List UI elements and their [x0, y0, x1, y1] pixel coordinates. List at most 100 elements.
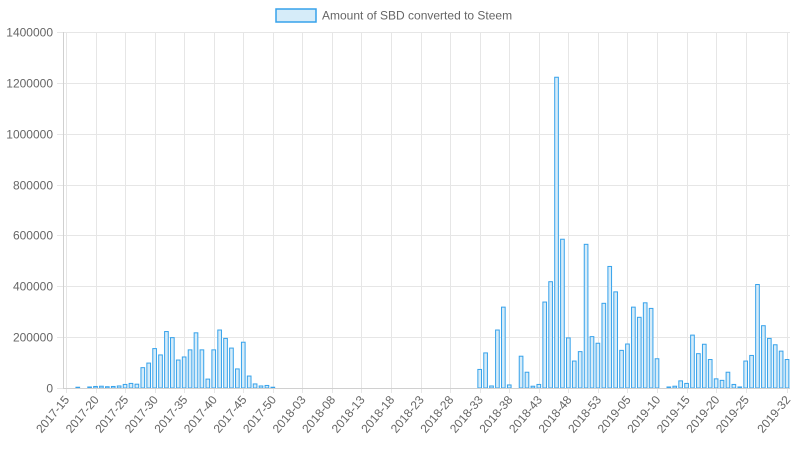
bar-2017-46[interactable] [246, 375, 252, 389]
bar-2018-37[interactable] [501, 306, 506, 389]
bar-2019-13[interactable] [672, 385, 678, 389]
bar-2017-40[interactable] [211, 349, 217, 389]
bar-2018-53[interactable] [595, 342, 601, 389]
bar-2017-27[interactable] [134, 383, 140, 389]
bar-2019-21[interactable] [719, 379, 725, 389]
bar-2019-14[interactable] [678, 380, 683, 389]
bar-2017-45[interactable] [240, 341, 246, 389]
grid-lines [57, 32, 790, 393]
bar-2019-07[interactable] [636, 316, 642, 389]
bar-2018-40[interactable] [518, 355, 524, 389]
bar-2017-32[interactable] [164, 331, 169, 389]
bar-2018-48[interactable] [566, 337, 571, 389]
bar-2017-36[interactable] [187, 349, 193, 389]
bar-2019-31[interactable] [778, 350, 784, 389]
bar-2017-33[interactable] [170, 337, 175, 389]
bar-2019-28[interactable] [761, 325, 766, 389]
y-tick-label: 1400000 [6, 26, 53, 40]
bar-2019-03[interactable] [613, 291, 618, 389]
bar-2017-41[interactable] [217, 329, 222, 389]
bar-2017-48[interactable] [258, 385, 264, 389]
bar-2019-24[interactable] [737, 386, 743, 389]
bar-2019-30[interactable] [772, 344, 778, 389]
bar-2018-47[interactable] [560, 238, 565, 389]
bar-2018-52[interactable] [589, 336, 595, 389]
bar-2019-17[interactable] [696, 353, 701, 389]
bar-2017-37[interactable] [193, 332, 199, 389]
bar-2019-06[interactable] [631, 306, 636, 389]
bar-2018-42[interactable] [530, 385, 536, 389]
bar-2018-33[interactable] [477, 368, 483, 389]
bar-2017-47[interactable] [252, 383, 258, 389]
legend-label: Amount of SBD converted to Steem [322, 9, 512, 23]
bar-2017-31[interactable] [158, 354, 163, 389]
bar-2018-44[interactable] [542, 301, 548, 389]
y-tick-label: 1200000 [6, 77, 53, 91]
bar-2019-12[interactable] [666, 386, 672, 389]
bar-2018-46[interactable] [554, 76, 559, 389]
bar-2017-19[interactable] [87, 386, 92, 389]
bar-2017-35[interactable] [181, 356, 187, 389]
bar-2018-43[interactable] [536, 383, 542, 389]
bar-2019-27[interactable] [755, 284, 760, 389]
bar-2019-05[interactable] [625, 343, 630, 389]
bar-2019-19[interactable] [707, 359, 713, 389]
bar-2018-36[interactable] [495, 329, 500, 389]
bar-2017-26[interactable] [128, 382, 134, 389]
bar-2019-10[interactable] [654, 358, 660, 389]
bar-2017-23[interactable] [110, 385, 116, 389]
bar-2017-20[interactable] [93, 385, 98, 389]
y-tick-label: 1000000 [6, 128, 53, 142]
legend-swatch [275, 8, 317, 23]
bar-2017-44[interactable] [235, 368, 240, 389]
bar-2017-29[interactable] [146, 362, 152, 389]
bar-2019-25[interactable] [743, 360, 749, 389]
bar-2018-51[interactable] [583, 243, 589, 389]
bar-2018-45[interactable] [548, 281, 553, 389]
y-tick-label: 400000 [13, 280, 53, 294]
bar-2019-29[interactable] [766, 337, 772, 389]
bar-2019-18[interactable] [701, 343, 707, 389]
bar-2018-35[interactable] [489, 385, 494, 389]
bar-2017-34[interactable] [175, 359, 181, 389]
bar-2019-32[interactable] [784, 359, 790, 389]
bar-2018-38[interactable] [506, 384, 512, 389]
bar-2019-26[interactable] [749, 354, 754, 389]
bar-2019-04[interactable] [619, 349, 624, 389]
bar-2019-01[interactable] [601, 302, 607, 389]
bar-2018-49[interactable] [571, 360, 577, 389]
bar-2017-38[interactable] [199, 349, 205, 389]
bar-2019-16[interactable] [690, 334, 695, 389]
bar-2019-22[interactable] [725, 371, 731, 389]
bar-2019-20[interactable] [713, 378, 719, 389]
bar-2017-25[interactable] [122, 383, 128, 389]
y-tick-label: 600000 [13, 229, 53, 243]
y-tick-label: 200000 [13, 331, 53, 345]
bar-2018-34[interactable] [483, 352, 488, 389]
bar-2019-15[interactable] [684, 382, 689, 389]
bar-2017-42[interactable] [223, 337, 228, 389]
bar-2017-43[interactable] [229, 347, 234, 389]
bar-2019-23[interactable] [731, 383, 737, 389]
bar-series [75, 76, 790, 389]
y-tick-label: 800000 [13, 179, 53, 193]
bar-2017-24[interactable] [116, 385, 122, 389]
y-tick-label: 0 [46, 382, 53, 396]
bar-2017-22[interactable] [105, 386, 110, 389]
bar-2017-21[interactable] [99, 385, 104, 389]
bar-2019-08[interactable] [642, 302, 648, 389]
x-tick-label: 2019-32 [754, 393, 793, 436]
bar-2017-50[interactable] [270, 386, 276, 389]
bar-2017-17[interactable] [75, 386, 81, 389]
bar-2019-09[interactable] [648, 307, 654, 389]
bar-2019-02[interactable] [607, 265, 613, 389]
bar-2017-30[interactable] [152, 348, 157, 389]
bar-2018-41[interactable] [524, 371, 530, 389]
bar-2017-49[interactable] [264, 384, 270, 389]
legend[interactable]: Amount of SBD converted to Steem [275, 8, 512, 23]
bar-2018-50[interactable] [577, 351, 583, 389]
x-axis: 2017-152017-202017-252017-302017-352017-… [33, 388, 794, 436]
bar-2017-39[interactable] [205, 378, 211, 389]
bar-2017-28[interactable] [140, 367, 146, 389]
